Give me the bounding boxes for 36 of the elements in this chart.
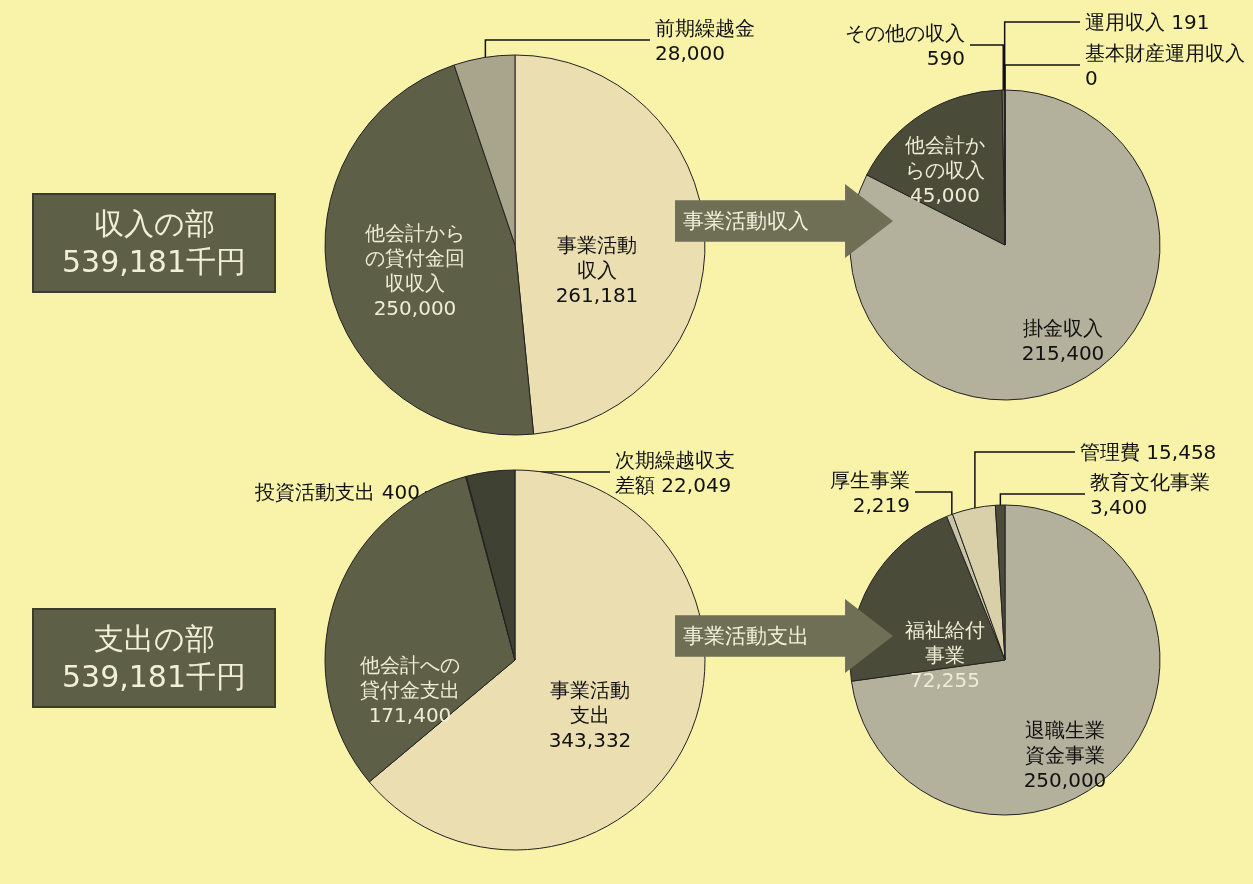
text: 事業活動収入 <box>683 208 809 235</box>
slice-label: 教育文化事業 <box>1090 469 1210 494</box>
slice-label: 投資活動支出 400 <box>254 480 420 504</box>
data-label: 171,400 <box>368 703 452 727</box>
data-label: 28,000 <box>655 40 725 65</box>
data-label: 2,219 <box>852 492 910 517</box>
slice-label: 退職生業資金事業 <box>1025 718 1105 767</box>
slice-label: 前期繰越金 <box>655 15 755 40</box>
slice-label: その他の収入 <box>845 20 965 45</box>
slice-label: 事業活動収入 <box>557 233 637 282</box>
data-label: 3,400 <box>1090 494 1148 519</box>
slice-label: 運用収入 191 <box>1085 10 1210 34</box>
text: 支出の部 <box>92 620 216 658</box>
slice-label: 他会計への貸付金支出 <box>360 653 460 702</box>
slice-label: 掛金収入 <box>1023 315 1103 340</box>
data-label: 250,000 <box>373 295 457 320</box>
data-label: 261,181 <box>555 283 639 307</box>
data-label: 72,255 <box>910 668 980 692</box>
slice-label: 他会計からの貸付金回収収入 <box>365 220 465 295</box>
slice-label: 次期繰越収支差額 22,049 <box>615 447 735 497</box>
data-label: 215,400 <box>1021 340 1105 365</box>
text: 539,181千円 <box>60 243 248 281</box>
slice-label: 管理費 15,458 <box>1080 440 1217 464</box>
slice-label: 他会計からの収入 <box>905 133 985 182</box>
slice-label: 福祉給付事業 <box>905 618 985 667</box>
data-label: 250,000 <box>1023 768 1107 792</box>
text: 0 <box>1085 65 1098 90</box>
data-label: 343,332 <box>548 728 632 752</box>
text: 539,181千円 <box>60 658 248 696</box>
data-label: 590 <box>926 45 965 70</box>
slice-label: 厚生事業 <box>830 467 910 492</box>
text: 事業活動支出 <box>683 623 809 650</box>
category-label: 基本財産運用収入 <box>1085 40 1245 65</box>
slice-label: 事業活動支出 <box>550 678 630 727</box>
data-label: 45,000 <box>910 183 980 207</box>
text: 収入の部 <box>92 205 216 243</box>
